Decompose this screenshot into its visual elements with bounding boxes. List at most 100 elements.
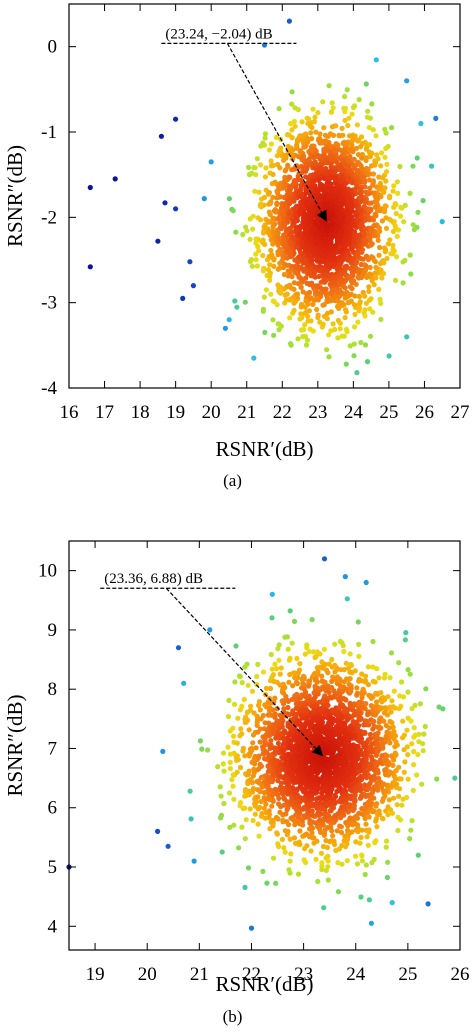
data-point xyxy=(374,200,380,206)
data-point xyxy=(363,862,369,868)
data-point xyxy=(246,172,252,178)
data-point xyxy=(275,252,281,258)
data-point xyxy=(276,795,282,802)
data-point xyxy=(347,703,353,709)
data-point xyxy=(221,768,227,774)
data-point xyxy=(402,759,408,765)
data-point xyxy=(342,117,348,123)
data-point xyxy=(327,808,333,814)
data-point xyxy=(227,759,233,766)
data-point xyxy=(287,858,293,864)
data-point xyxy=(342,223,348,229)
data-point xyxy=(307,222,313,228)
data-point xyxy=(286,191,292,197)
data-point xyxy=(360,166,366,172)
data-point xyxy=(395,190,401,196)
data-point xyxy=(162,200,168,206)
data-point xyxy=(333,228,339,234)
data-point xyxy=(373,275,379,281)
data-point xyxy=(390,188,396,194)
data-point xyxy=(315,208,322,214)
data-point xyxy=(285,767,292,773)
data-point xyxy=(301,676,307,682)
data-point xyxy=(414,772,420,778)
data-point xyxy=(230,733,237,739)
data-point xyxy=(312,288,318,295)
data-point xyxy=(272,711,278,717)
data-point xyxy=(284,819,290,825)
data-point xyxy=(254,681,260,688)
data-point xyxy=(277,237,283,243)
x-tick-label: 19 xyxy=(166,402,185,423)
data-point xyxy=(378,300,384,306)
data-point xyxy=(366,206,372,212)
data-point xyxy=(329,192,335,198)
data-point xyxy=(258,798,264,805)
data-point xyxy=(258,238,265,244)
data-point xyxy=(356,293,362,299)
data-point xyxy=(324,192,330,198)
data-point xyxy=(324,316,330,322)
data-point xyxy=(267,685,274,692)
data-point xyxy=(215,764,221,770)
data-point xyxy=(260,252,266,259)
data-point xyxy=(270,672,276,678)
data-point xyxy=(227,751,234,757)
data-point xyxy=(395,827,401,834)
data-point xyxy=(337,177,343,183)
data-point xyxy=(265,712,272,718)
data-point xyxy=(334,788,340,795)
data-point xyxy=(304,642,310,648)
data-point xyxy=(303,342,310,348)
data-point xyxy=(358,894,364,900)
data-point xyxy=(287,771,293,777)
data-point xyxy=(371,257,377,264)
data-point xyxy=(289,229,295,236)
data-point xyxy=(253,172,259,178)
data-point xyxy=(358,195,364,201)
data-point xyxy=(343,660,349,666)
data-point xyxy=(381,245,388,251)
data-point xyxy=(262,135,268,141)
data-point xyxy=(297,828,303,834)
data-point xyxy=(231,701,238,708)
data-point xyxy=(342,238,348,244)
data-point xyxy=(187,788,193,794)
data-point xyxy=(327,789,333,795)
data-point xyxy=(258,143,264,149)
data-point xyxy=(254,719,260,725)
data-point xyxy=(390,704,396,710)
data-point xyxy=(330,174,336,181)
data-point xyxy=(251,355,257,361)
data-point xyxy=(400,796,406,802)
data-point xyxy=(277,289,283,295)
data-point xyxy=(391,757,397,763)
data-point xyxy=(226,790,233,796)
data-point xyxy=(312,269,318,276)
data-point xyxy=(370,638,376,645)
data-point xyxy=(267,277,273,283)
data-point xyxy=(285,704,291,711)
data-point xyxy=(282,152,288,159)
data-point xyxy=(226,196,232,202)
data-point xyxy=(300,708,306,714)
data-point xyxy=(307,246,313,252)
x-tick-label: 20 xyxy=(202,402,221,423)
data-point xyxy=(315,177,322,183)
data-point xyxy=(338,196,344,202)
data-point xyxy=(407,252,413,258)
x-tick-label: 25 xyxy=(379,402,398,423)
data-point xyxy=(301,266,307,272)
data-point xyxy=(243,224,249,230)
data-point xyxy=(305,293,311,299)
data-point xyxy=(298,284,304,290)
data-point xyxy=(310,154,316,160)
data-point xyxy=(341,302,347,308)
data-point xyxy=(247,258,253,265)
data-point xyxy=(306,793,312,799)
data-point xyxy=(351,733,357,739)
data-point xyxy=(306,157,312,163)
data-point xyxy=(299,119,305,125)
data-point xyxy=(362,807,368,813)
data-point xyxy=(341,648,347,655)
